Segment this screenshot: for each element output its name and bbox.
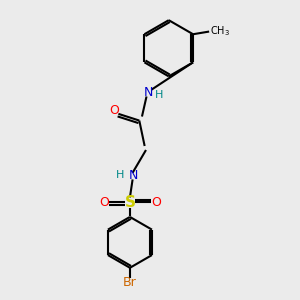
Text: S: S bbox=[124, 195, 135, 210]
Text: H: H bbox=[154, 90, 163, 100]
Text: H: H bbox=[116, 170, 125, 180]
Text: Br: Br bbox=[123, 276, 137, 289]
Text: O: O bbox=[151, 196, 161, 209]
Text: CH$_3$: CH$_3$ bbox=[211, 25, 230, 38]
Text: O: O bbox=[99, 196, 109, 209]
Text: O: O bbox=[109, 104, 119, 117]
Text: N: N bbox=[144, 86, 153, 99]
Text: N: N bbox=[128, 169, 138, 182]
